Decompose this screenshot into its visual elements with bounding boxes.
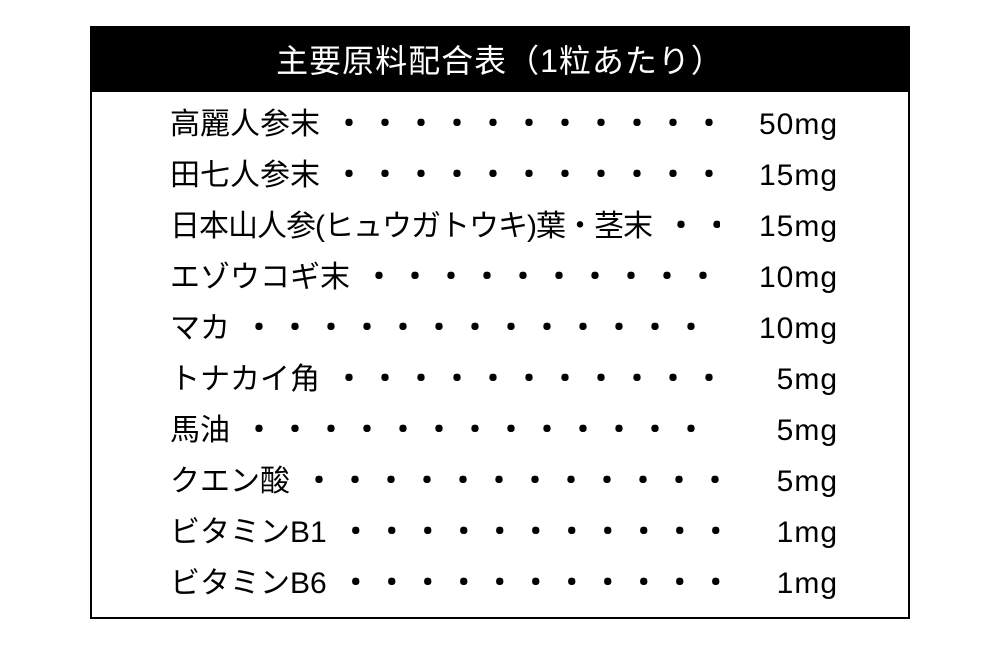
ingredient-row: 日本山人参(ヒュウガトウキ)葉・茎末・・・・・・・・・・・・・・・・・・・・・・… [170, 212, 838, 242]
ingredient-amount: 5mg [720, 365, 838, 395]
ingredients-list: 高麗人参末・・・・・・・・・・・・・・・・・・・・・・・・・・・・・・・・・・・… [92, 92, 908, 617]
ingredient-amount: 15mg [720, 212, 838, 242]
dot-leader: ・・・・・・・・・・・・・・・・・・・・・・・・・・・・・・・・・・・・・・・・… [230, 314, 720, 344]
ingredient-amount: 5mg [720, 467, 838, 497]
ingredient-row: 馬油・・・・・・・・・・・・・・・・・・・・・・・・・・・・・・・・・・・・・・… [170, 416, 838, 446]
dot-leader: ・・・・・・・・・・・・・・・・・・・・・・・・・・・・・・・・・・・・・・・・… [350, 263, 720, 293]
ingredient-name: ビタミンB6 [170, 569, 327, 599]
dot-leader: ・・・・・・・・・・・・・・・・・・・・・・・・・・・・・・・・・・・・・・・・… [320, 161, 720, 191]
ingredient-name: ビタミンB1 [170, 518, 327, 548]
dot-leader: ・・・・・・・・・・・・・・・・・・・・・・・・・・・・・・・・・・・・・・・・… [327, 518, 720, 548]
ingredient-amount: 10mg [720, 263, 838, 293]
ingredient-row: 高麗人参末・・・・・・・・・・・・・・・・・・・・・・・・・・・・・・・・・・・… [170, 110, 838, 140]
dot-leader: ・・・・・・・・・・・・・・・・・・・・・・・・・・・・・・・・・・・・・・・・… [320, 110, 720, 140]
ingredient-name: トナカイ角 [170, 365, 320, 395]
ingredient-name: 馬油 [170, 416, 230, 446]
dot-leader: ・・・・・・・・・・・・・・・・・・・・・・・・・・・・・・・・・・・・・・・・… [320, 365, 720, 395]
dot-leader: ・・・・・・・・・・・・・・・・・・・・・・・・・・・・・・・・・・・・・・・・… [290, 467, 720, 497]
ingredient-row: 田七人参末・・・・・・・・・・・・・・・・・・・・・・・・・・・・・・・・・・・… [170, 161, 838, 191]
ingredient-name: 高麗人参末 [170, 110, 320, 140]
ingredient-amount: 15mg [720, 161, 838, 191]
ingredient-row: ビタミンB1・・・・・・・・・・・・・・・・・・・・・・・・・・・・・・・・・・… [170, 518, 838, 548]
dot-leader: ・・・・・・・・・・・・・・・・・・・・・・・・・・・・・・・・・・・・・・・・… [327, 569, 720, 599]
ingredient-name: マカ [170, 314, 230, 344]
ingredient-name: 日本山人参(ヒュウガトウキ)葉・茎末 [170, 212, 652, 242]
ingredient-row: マカ・・・・・・・・・・・・・・・・・・・・・・・・・・・・・・・・・・・・・・… [170, 314, 838, 344]
ingredient-name: クエン酸 [170, 467, 290, 497]
dot-leader: ・・・・・・・・・・・・・・・・・・・・・・・・・・・・・・・・・・・・・・・・… [652, 212, 720, 242]
ingredients-panel: 主要原料配合表（1粒あたり） 高麗人参末・・・・・・・・・・・・・・・・・・・・… [90, 26, 910, 619]
ingredient-amount: 10mg [720, 314, 838, 344]
ingredient-name: 田七人参末 [170, 161, 320, 191]
ingredient-name: エゾウコギ末 [170, 263, 350, 293]
dot-leader: ・・・・・・・・・・・・・・・・・・・・・・・・・・・・・・・・・・・・・・・・… [230, 416, 720, 446]
ingredient-amount: 50mg [720, 110, 838, 140]
ingredient-row: ビタミンB6・・・・・・・・・・・・・・・・・・・・・・・・・・・・・・・・・・… [170, 569, 838, 599]
panel-title: 主要原料配合表（1粒あたり） [92, 28, 908, 92]
ingredient-row: エゾウコギ末・・・・・・・・・・・・・・・・・・・・・・・・・・・・・・・・・・… [170, 263, 838, 293]
page: 主要原料配合表（1粒あたり） 高麗人参末・・・・・・・・・・・・・・・・・・・・… [0, 0, 1000, 649]
ingredient-row: クエン酸・・・・・・・・・・・・・・・・・・・・・・・・・・・・・・・・・・・・… [170, 467, 838, 497]
ingredient-amount: 1mg [720, 569, 838, 599]
ingredient-amount: 5mg [720, 416, 838, 446]
ingredient-amount: 1mg [720, 518, 838, 548]
ingredient-row: トナカイ角・・・・・・・・・・・・・・・・・・・・・・・・・・・・・・・・・・・… [170, 365, 838, 395]
